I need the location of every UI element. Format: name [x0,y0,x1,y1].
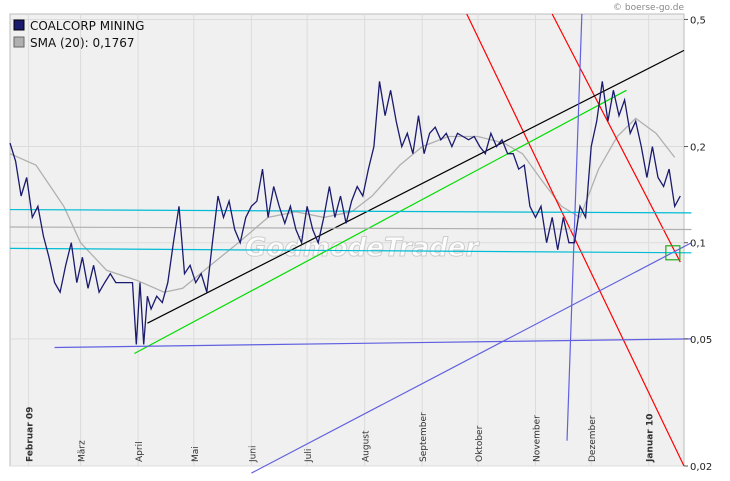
trendline [9,247,692,254]
y-tick-label: 0,1 [690,239,706,250]
x-tick-label: Januar 10 [646,414,656,463]
credit-text: © boerse-go.de [613,3,684,13]
watermark-logo: GodmodeTrader [245,233,481,263]
x-tick-label: September [419,412,429,462]
marker [665,245,681,261]
legend-label-price: COALCORP MINING [30,19,144,33]
x-tick-label: August [362,430,372,462]
y-tick-label: 0,2 [690,143,706,154]
price-series [9,81,681,345]
y-axis: 0,5 0,2 0,1 0,05 0,02 [684,15,712,473]
x-tick-label: Februar 09 [26,407,36,462]
legend: COALCORP MINING SMA (20): 0,1767 [13,19,144,50]
y-tick-label: 0,5 [690,15,706,26]
marker-box [665,245,681,261]
x-tick-label: Oktober [475,425,485,462]
gridlines [10,14,684,467]
legend-label-sma: SMA (20): 0,1767 [30,36,134,50]
trendline [9,226,692,231]
sma-line [9,117,676,293]
sma-series [9,117,676,293]
x-tick-label: November [532,415,542,462]
x-tick-label: März [78,440,88,462]
legend-swatch-sma [13,36,25,48]
y-tick-label: 0,02 [690,462,712,473]
trendline [134,89,627,355]
trendline [54,338,692,349]
x-axis: Februar 09 März April Mai Juni Juli August Sept… [26,407,656,463]
legend-swatch-price [13,19,25,31]
y-tick-label: 0,05 [690,335,712,346]
x-tick-label: Mai [191,446,201,462]
trendline [147,49,685,324]
price-line [9,81,681,345]
trendline [9,208,692,214]
trendline [251,242,692,474]
x-tick-label: Dezember [588,415,598,462]
x-tick-label: April [135,441,145,462]
trendline [566,13,583,441]
x-tick-label: Juni [248,445,258,463]
x-tick-label: Juli [304,449,314,463]
trendline [551,13,681,263]
